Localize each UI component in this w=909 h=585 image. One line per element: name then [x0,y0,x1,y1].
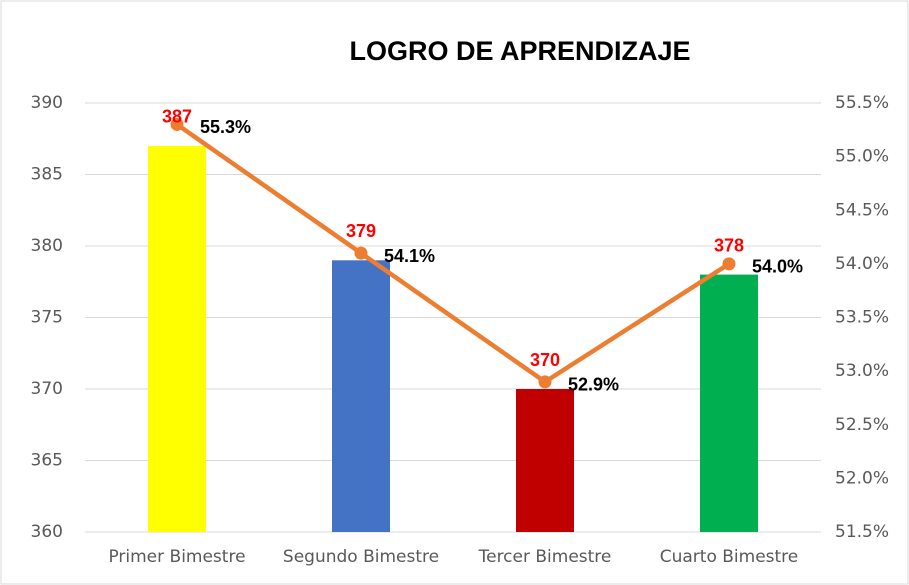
x-tick-label: Primer Bimestre [108,547,245,567]
line-value-label: 54.1% [384,246,435,266]
y2-tick-label: 53.0% [835,361,889,381]
x-tick-label: Tercer Bimestre [478,547,612,567]
y-tick-label: 370 [31,379,63,399]
line-marker [722,257,736,271]
bar [700,274,758,532]
bar [148,145,206,532]
x-tick-label: Segundo Bimestre [283,547,439,567]
y-tick-label: 390 [31,93,63,113]
line [175,122,731,385]
line-marker [538,375,552,389]
y2-tick-label: 54.0% [835,254,889,274]
y-tick-label: 380 [31,236,63,256]
bar [516,389,574,532]
y2-tick-label: 54.5% [835,200,889,220]
y2-tick-label: 55.0% [835,147,889,167]
y-tick-label: 365 [31,451,63,471]
y-tick-label: 360 [31,522,63,542]
y-tick-label: 385 [31,165,63,185]
x-tick-label: Cuarto Bimestre [660,547,799,567]
y-tick-label: 375 [31,308,63,328]
y2-tick-label: 51.5% [835,522,889,542]
bar-value-label: 370 [530,350,560,370]
bar-value-label: 379 [346,221,376,241]
line-marker [170,117,184,131]
line-marker [354,246,368,260]
line-value-label: 55.3% [200,117,251,137]
bar-value-label: 387 [162,107,192,127]
line-value-label: 54.0% [752,257,803,277]
y2-tick-label: 52.5% [835,415,889,435]
line-value-label: 52.9% [568,375,619,395]
bar [332,260,390,532]
y2-tick-label: 55.5% [835,93,889,113]
chart-title: LOGRO DE APRENDIZAJE [349,36,690,66]
y2-tick-label: 52.0% [835,468,889,488]
bar-value-label: 378 [714,235,744,255]
y2-tick-label: 53.5% [835,308,889,328]
